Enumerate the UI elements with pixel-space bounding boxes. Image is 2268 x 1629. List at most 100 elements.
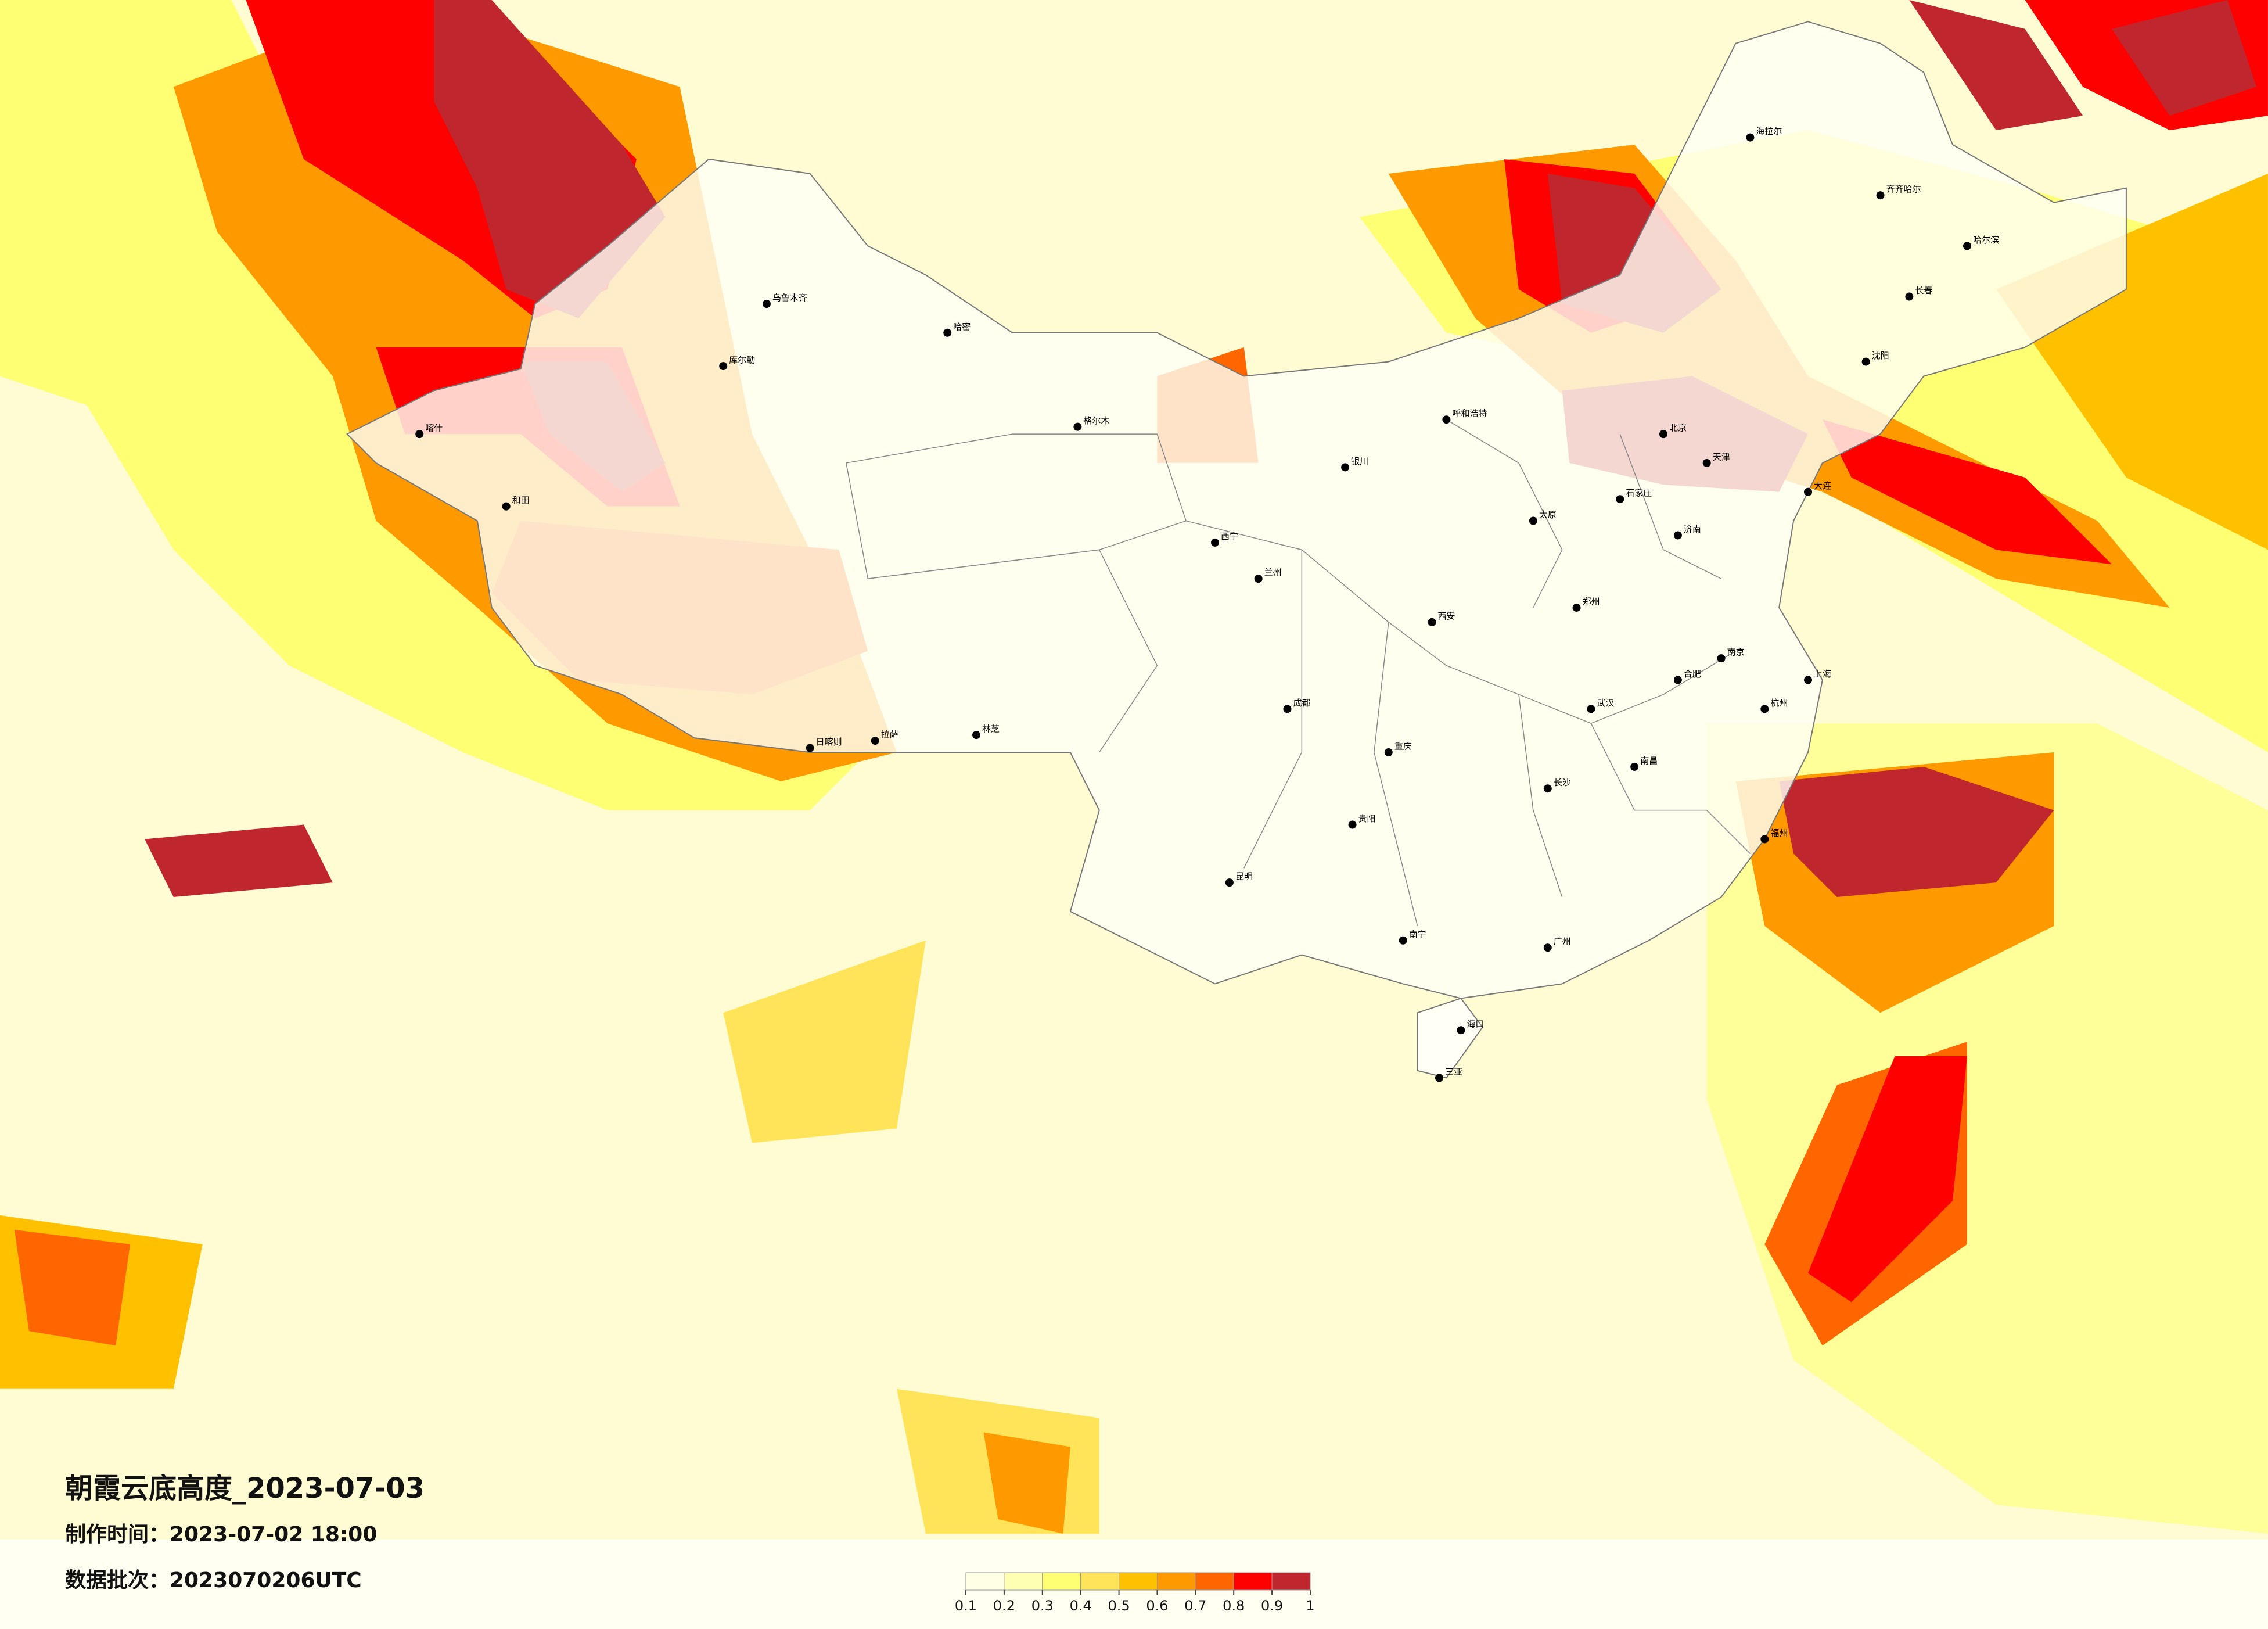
colorbar-swatch bbox=[1080, 1572, 1120, 1591]
city-dot bbox=[1428, 618, 1436, 626]
city-dot bbox=[1543, 784, 1552, 793]
city-label: 呼和浩特 bbox=[1452, 408, 1487, 419]
city-label: 上海 bbox=[1814, 669, 1831, 679]
city-label: 兰州 bbox=[1264, 568, 1282, 578]
city-dot bbox=[1529, 516, 1537, 525]
city-dot bbox=[1616, 495, 1624, 504]
colorbar-swatch bbox=[965, 1572, 1005, 1591]
city-label: 重庆 bbox=[1394, 741, 1412, 752]
city-label: 西安 bbox=[1438, 611, 1455, 621]
city-label: 长沙 bbox=[1554, 777, 1571, 788]
city-label: 长春 bbox=[1915, 285, 1932, 296]
colorbar-swatch bbox=[1156, 1572, 1196, 1591]
city-label: 合肥 bbox=[1684, 669, 1701, 679]
colorbar-swatch bbox=[1195, 1572, 1234, 1591]
colorbar-tick-label: 0.1 bbox=[955, 1598, 977, 1614]
city-label: 福州 bbox=[1770, 828, 1788, 838]
colorbar-tick-label: 0.4 bbox=[1070, 1598, 1092, 1614]
city-dot bbox=[1435, 1074, 1443, 1082]
city-label: 乌鲁木齐 bbox=[772, 292, 807, 303]
city-label: 齐齐哈尔 bbox=[1886, 184, 1921, 195]
city-dot bbox=[1543, 943, 1552, 952]
city-dot bbox=[1587, 705, 1595, 713]
city-label: 天津 bbox=[1713, 451, 1730, 462]
city-dot bbox=[1659, 430, 1667, 439]
city-label: 成都 bbox=[1293, 698, 1310, 708]
colorbar-tick-label: 0.8 bbox=[1223, 1598, 1245, 1614]
city-dot bbox=[1760, 835, 1769, 844]
city-dot bbox=[502, 502, 511, 511]
city-label: 西宁 bbox=[1221, 531, 1238, 541]
colorbar-swatch bbox=[1119, 1572, 1158, 1591]
city-dot bbox=[1073, 422, 1082, 431]
city-label: 拉萨 bbox=[881, 730, 898, 740]
city-dot bbox=[1630, 762, 1639, 771]
colorbar-swatch bbox=[1004, 1572, 1043, 1591]
city-dot bbox=[1673, 676, 1682, 684]
city-label: 沈阳 bbox=[1872, 350, 1889, 361]
city-label: 郑州 bbox=[1583, 596, 1600, 607]
made-time: 制作时间：2023-07-02 18:00 bbox=[65, 1523, 377, 1547]
city-dot bbox=[1457, 1026, 1465, 1035]
city-label: 昆明 bbox=[1235, 871, 1253, 882]
data-batch: 数据批次：2023070206UTC bbox=[65, 1569, 362, 1592]
city-dot bbox=[1673, 531, 1682, 540]
city-dot bbox=[1905, 292, 1914, 301]
city-label: 库尔勒 bbox=[729, 355, 755, 365]
city-dot bbox=[719, 362, 728, 371]
city-label: 喀什 bbox=[425, 423, 443, 433]
city-dot bbox=[1341, 463, 1350, 472]
cloud-field bbox=[0, 0, 2268, 1534]
city-dot bbox=[1760, 705, 1769, 713]
city-dot bbox=[1254, 575, 1263, 583]
city-dot bbox=[943, 328, 952, 337]
city-dot bbox=[871, 737, 879, 745]
city-dot bbox=[972, 731, 981, 740]
colorbar-swatch bbox=[1233, 1572, 1273, 1591]
city-dot bbox=[1702, 458, 1711, 467]
city-label: 北京 bbox=[1669, 423, 1687, 433]
colorbar-tick-label: 0.6 bbox=[1146, 1598, 1168, 1614]
city-label: 贵阳 bbox=[1358, 813, 1376, 824]
colorbar-tick-label: 0.2 bbox=[993, 1598, 1015, 1614]
city-dot bbox=[1876, 191, 1885, 200]
city-label: 海口 bbox=[1467, 1019, 1484, 1029]
city-dot bbox=[1399, 936, 1407, 945]
map-title: 朝霞云底高度_2023-07-03 bbox=[65, 1472, 425, 1505]
city-label: 石家庄 bbox=[1626, 488, 1652, 498]
city-label: 南昌 bbox=[1640, 755, 1658, 766]
city-label: 济南 bbox=[1684, 524, 1701, 534]
city-label: 银川 bbox=[1351, 456, 1368, 467]
city-label: 格尔木 bbox=[1083, 415, 1109, 426]
city-dot bbox=[1746, 133, 1755, 142]
colorbar-tick-label: 1 bbox=[1306, 1598, 1314, 1614]
city-dot bbox=[1804, 676, 1813, 684]
city-label: 广州 bbox=[1554, 937, 1571, 947]
colorbar-tick-label: 0.9 bbox=[1261, 1598, 1283, 1614]
city-label: 哈密 bbox=[953, 321, 971, 332]
city-label: 林芝 bbox=[982, 724, 1000, 734]
city-label: 和田 bbox=[512, 495, 530, 505]
city-dot bbox=[1348, 820, 1357, 829]
city-dot bbox=[1442, 415, 1451, 424]
city-dot bbox=[1283, 705, 1292, 713]
city-label: 三亚 bbox=[1445, 1067, 1462, 1077]
city-dot bbox=[1804, 487, 1813, 496]
city-dot bbox=[1210, 538, 1219, 547]
city-dot bbox=[1861, 357, 1870, 366]
city-dot bbox=[1384, 748, 1393, 757]
city-label: 太原 bbox=[1539, 509, 1557, 520]
city-label: 大连 bbox=[1814, 480, 1831, 491]
city-dot bbox=[1963, 242, 1971, 250]
city-label: 武汉 bbox=[1597, 698, 1614, 708]
colorbar-swatch bbox=[1042, 1572, 1081, 1591]
colorbar: 0.1 0.2 0.3 0.4 0.5 0.6 0.7 0.8 0.9 1 bbox=[955, 1572, 1315, 1614]
city-label: 南宁 bbox=[1409, 929, 1426, 939]
city-label: 海拉尔 bbox=[1756, 126, 1782, 137]
colorbar-swatch bbox=[1271, 1572, 1311, 1591]
city-label: 日喀则 bbox=[816, 737, 842, 747]
city-dot bbox=[806, 744, 814, 752]
